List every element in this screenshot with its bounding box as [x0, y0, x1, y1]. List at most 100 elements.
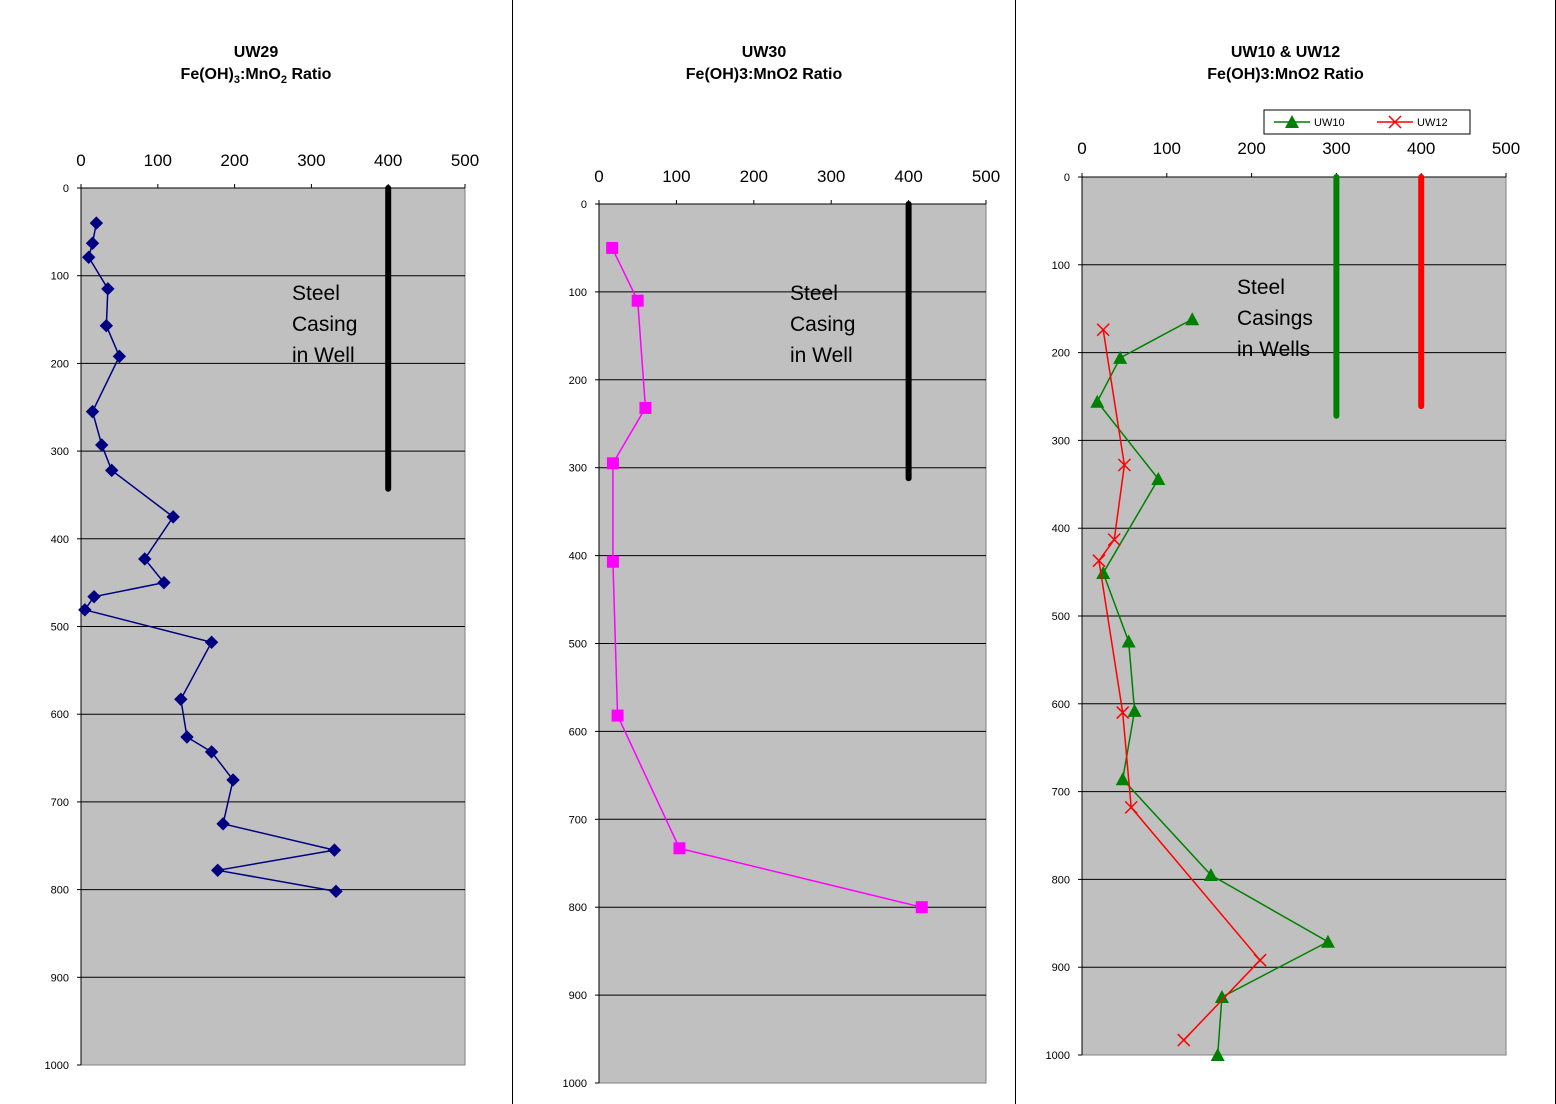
data-point-diamond [95, 438, 109, 452]
chart-title-line1: UW30 [741, 44, 787, 61]
y-tick-label: 600 [51, 709, 69, 721]
chart-title: UW29 Fe(OH)3:MnO2 Ratio [0, 42, 512, 91]
chart-panel-uw29: UW29 Fe(OH)3:MnO2 Ratio 0 100 200 300 400 500… [0, 0, 513, 1104]
data-point-x [1124, 800, 1138, 814]
data-point-triangle [1113, 350, 1128, 364]
data-point-x [1116, 706, 1130, 720]
series-line [1096, 318, 1330, 1056]
chart-uw30-svg: 0 100 200 300 400 500 600 700 800 900 1000 0 100 200 3… [563, 167, 1001, 1090]
y-tick-label: 1000 [563, 1078, 587, 1090]
chart-uw29-svg: 0 100 200 300 400 500 600 700 800 900 1000 0 100 200 3… [45, 151, 480, 1072]
y-tick-label: 400 [569, 551, 587, 563]
chart-panel-uw10-uw12: UW10 & UW12 Fe(OH)3:MnO2 Ratio 0 100 200 30… [1016, 0, 1556, 1104]
x-tick-label: 300 [1322, 139, 1350, 158]
y-tick-label: 500 [51, 622, 69, 634]
data-point-diamond [89, 216, 104, 230]
y-tick-label: 400 [1052, 523, 1070, 535]
casing-annotation: in Well [790, 344, 853, 367]
data-point-diamond [174, 692, 188, 706]
y-tick-label: 700 [569, 814, 587, 826]
data-point-x [1388, 115, 1402, 129]
y-tick-label: 500 [569, 639, 587, 651]
x-tick-label: 0 [594, 167, 603, 186]
x-tick-label: 100 [144, 151, 172, 170]
x-tick-label: 200 [220, 151, 248, 170]
casing-annotation: Steel [292, 282, 340, 305]
data-point-diamond [157, 575, 171, 590]
data-point-square [639, 401, 652, 414]
y-tick-label: 0 [581, 199, 587, 211]
chart-title: UW30 Fe(OH)3:MnO2 Ratio [513, 42, 1015, 86]
data-point-diamond [87, 589, 101, 604]
y-tick-label: 300 [51, 446, 69, 458]
data-point-diamond [99, 318, 114, 333]
chart-title-line2: Fe(OH)3:MnO2 Ratio [1207, 66, 1364, 83]
y-tick-label: 0 [63, 183, 69, 195]
data-point-diamond [105, 463, 119, 478]
data-point-diamond [204, 635, 219, 649]
y-tick-label: 0 [1064, 172, 1070, 184]
casing-annotation: Casing [292, 313, 357, 336]
data-point-triangle [1203, 868, 1218, 882]
y-tick-label: 600 [569, 726, 587, 738]
x-tick-label: 500 [1492, 139, 1520, 158]
data-point-x [1253, 953, 1267, 967]
x-tick-label: 400 [1407, 139, 1435, 158]
data-point-triangle [1214, 990, 1229, 1004]
data-point-diamond [166, 510, 180, 524]
y-tick-label: 800 [51, 885, 69, 897]
data-point-diamond [180, 730, 194, 744]
data-point-diamond [85, 404, 100, 419]
x-tick-label: 500 [451, 151, 479, 170]
y-tick-label: 900 [51, 972, 69, 984]
x-tick-label: 500 [972, 167, 1000, 186]
y-tick-label: 700 [1052, 787, 1070, 799]
data-point-diamond [329, 884, 343, 899]
x-tick-label: 0 [1077, 139, 1086, 158]
data-point-triangle [1090, 394, 1105, 408]
data-point-x [1177, 1033, 1191, 1047]
chart-title-line1: UW29 [233, 44, 279, 61]
casing-annotation: Steel [790, 282, 838, 305]
y-tick-label: 300 [569, 463, 587, 475]
data-point-square [611, 709, 624, 722]
data-point-x [1092, 554, 1106, 568]
data-point-x [1117, 458, 1131, 472]
data-point-triangle [1320, 934, 1335, 948]
data-point-diamond [210, 863, 225, 878]
chart-title-line1: UW10 & UW12 [1230, 44, 1341, 61]
data-point-diamond [216, 817, 230, 831]
y-tick-label: 1000 [1046, 1050, 1070, 1062]
data-point-triangle [1115, 772, 1130, 786]
y-tick-label: 500 [1052, 611, 1070, 623]
x-tick-label: 400 [374, 151, 402, 170]
y-tick-label: 100 [51, 271, 69, 283]
data-point-triangle [1210, 1048, 1225, 1061]
casing-annotation: in Well [292, 344, 355, 367]
data-point-diamond [85, 236, 100, 250]
casing-annotation: Casings [1237, 307, 1313, 330]
y-tick-label: 100 [1052, 260, 1070, 272]
y-tick-label: 1000 [45, 1060, 69, 1072]
y-tick-label: 300 [1052, 435, 1070, 447]
data-point-diamond [81, 250, 96, 264]
data-point-triangle [1121, 634, 1136, 648]
chart-uw10-uw12-svg: 0 100 200 300 400 500 600 700 800 900 1000 0 100 200 3… [1046, 109, 1520, 1062]
data-point-diamond [78, 603, 92, 617]
y-tick-label: 900 [569, 990, 587, 1002]
data-point-x [1096, 323, 1110, 337]
y-tick-label: 200 [569, 375, 587, 387]
y-tick-label: 700 [51, 797, 69, 809]
chart-title-line2: Fe(OH)3:MnO2 Ratio [685, 66, 843, 83]
casing-annotation: Steel [1237, 276, 1285, 299]
x-tick-label: 200 [1237, 139, 1265, 158]
x-tick-label: 0 [76, 151, 85, 170]
data-point-square [631, 294, 644, 307]
x-tick-label: 300 [297, 151, 325, 170]
data-point-diamond [327, 843, 342, 857]
chart-title-line2: Fe(OH)3:MnO2 Ratio [180, 66, 332, 87]
data-point-triangle [1096, 565, 1111, 579]
casing-annotation: in Wells [1237, 338, 1310, 361]
legend-label: UW10 [1314, 117, 1345, 129]
data-point-square [673, 842, 686, 855]
